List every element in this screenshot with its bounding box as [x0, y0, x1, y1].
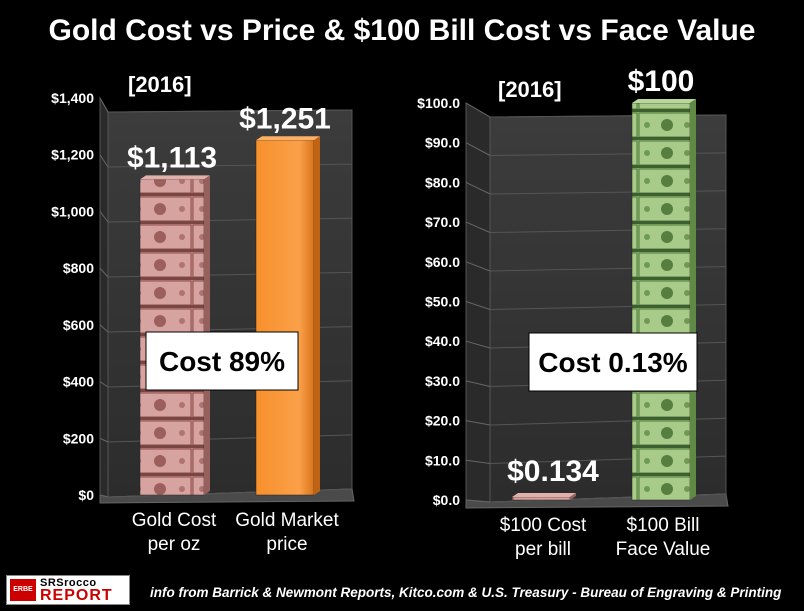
y-tick-label: $0 — [78, 487, 94, 503]
category-label-line: Face Value — [616, 539, 711, 560]
gridline-side — [99, 381, 109, 388]
category-label: Gold Market price — [235, 510, 339, 555]
y-tick-label: $10.0 — [425, 452, 460, 468]
bar-side — [570, 493, 576, 500]
y-tick-label: $100.0 — [417, 95, 460, 111]
year-label: [2016] — [128, 72, 192, 97]
y-tick-label: $50.0 — [425, 294, 460, 310]
category-label-line: Gold Market — [235, 510, 339, 531]
data-label: $100 — [628, 65, 695, 98]
category-label-line: $100 Bill — [627, 515, 700, 536]
srsrocco-logo: ERBE SRSrocco REPORT — [6, 575, 130, 605]
y-tick-label: $1,200 — [51, 147, 94, 163]
bar-top — [140, 175, 210, 180]
y-tick-label: $800 — [63, 260, 94, 276]
category-label: $100 Cost per bill — [500, 515, 587, 560]
data-label: $1,113 — [127, 141, 217, 174]
y-tick-label: $600 — [63, 317, 94, 333]
y-tick-label: $20.0 — [425, 413, 460, 429]
y-tick-label: $1,400 — [51, 90, 94, 106]
gold-chart-panel: $0 $200 $400 $600 $800 $1,000 $1,200 $1,400 $1,1… — [51, 72, 355, 555]
bar — [255, 140, 315, 496]
gridline-side — [465, 181, 491, 195]
y-tick-label: $60.0 — [425, 254, 460, 270]
gridline-side — [465, 301, 491, 310]
bar-top — [512, 493, 576, 497]
gridline-side — [99, 437, 109, 443]
category-label: Gold Cost per oz — [132, 510, 217, 555]
annotation-box — [528, 332, 698, 392]
y-tick-label: $40.0 — [425, 333, 460, 349]
category-label-line: per oz — [148, 534, 201, 555]
y-tick-label: $90.0 — [425, 135, 460, 151]
gridline-side — [465, 261, 491, 272]
gridline-side — [465, 499, 491, 503]
bill-chart-panel: $0.0 $10.0 $20.0 $30.0 $40.0 $50.0 $60.0 $70.0 $… — [417, 65, 729, 560]
data-label: $0.134 — [507, 455, 599, 488]
gridline-side — [465, 380, 491, 387]
gridline-side — [99, 154, 109, 168]
year-label: [2016] — [498, 77, 562, 102]
gridline-side — [99, 267, 109, 278]
annotation-box — [145, 331, 299, 391]
annotation-label: Cost 0.13% — [538, 347, 687, 378]
gridline-side — [465, 102, 491, 118]
side-wall — [99, 96, 109, 498]
category-label-line: $100 Cost — [500, 515, 587, 536]
bar-top — [632, 99, 696, 103]
category-label-line: Gold Cost — [132, 510, 217, 531]
y-tick-label: $30.0 — [425, 373, 460, 389]
annotation-label: Cost 89% — [159, 346, 285, 377]
logo-word-srsrocco: SRSrocco — [40, 577, 97, 589]
gridline-side — [465, 459, 491, 464]
logo-badge: ERBE — [10, 579, 36, 601]
data-label: $1,251 — [239, 102, 331, 135]
bar-top — [256, 136, 320, 141]
source-footnote: info from Barrick & Newmont Reports, Kit… — [150, 585, 782, 600]
gridline-side — [465, 340, 491, 349]
y-tick-label: $1,000 — [51, 203, 94, 219]
gridline-side — [465, 221, 491, 233]
gridline-side — [99, 211, 109, 223]
gridline-side — [465, 142, 491, 156]
y-tick-label: $200 — [63, 430, 94, 446]
category-label-line: per bill — [515, 539, 571, 560]
y-tick-label: $400 — [63, 374, 94, 390]
y-tick-label: $0.0 — [433, 492, 460, 508]
bar — [511, 496, 571, 501]
gridline-side — [99, 324, 109, 333]
bar — [631, 102, 691, 501]
gridline-side — [99, 494, 109, 498]
y-tick-label: $70.0 — [425, 214, 460, 230]
gridline-side — [465, 420, 491, 426]
chart-title: Gold Cost vs Price & $100 Bill Cost vs F… — [48, 14, 756, 47]
bar-side — [314, 136, 320, 495]
gridline — [107, 109, 353, 113]
logo-word-report: REPORT — [40, 587, 113, 604]
category-label-line: price — [266, 534, 307, 555]
y-tick-label: $80.0 — [425, 174, 460, 190]
gridline-side — [99, 97, 109, 113]
category-label: $100 Bill Face Value — [616, 515, 711, 560]
bar-side — [690, 99, 696, 500]
